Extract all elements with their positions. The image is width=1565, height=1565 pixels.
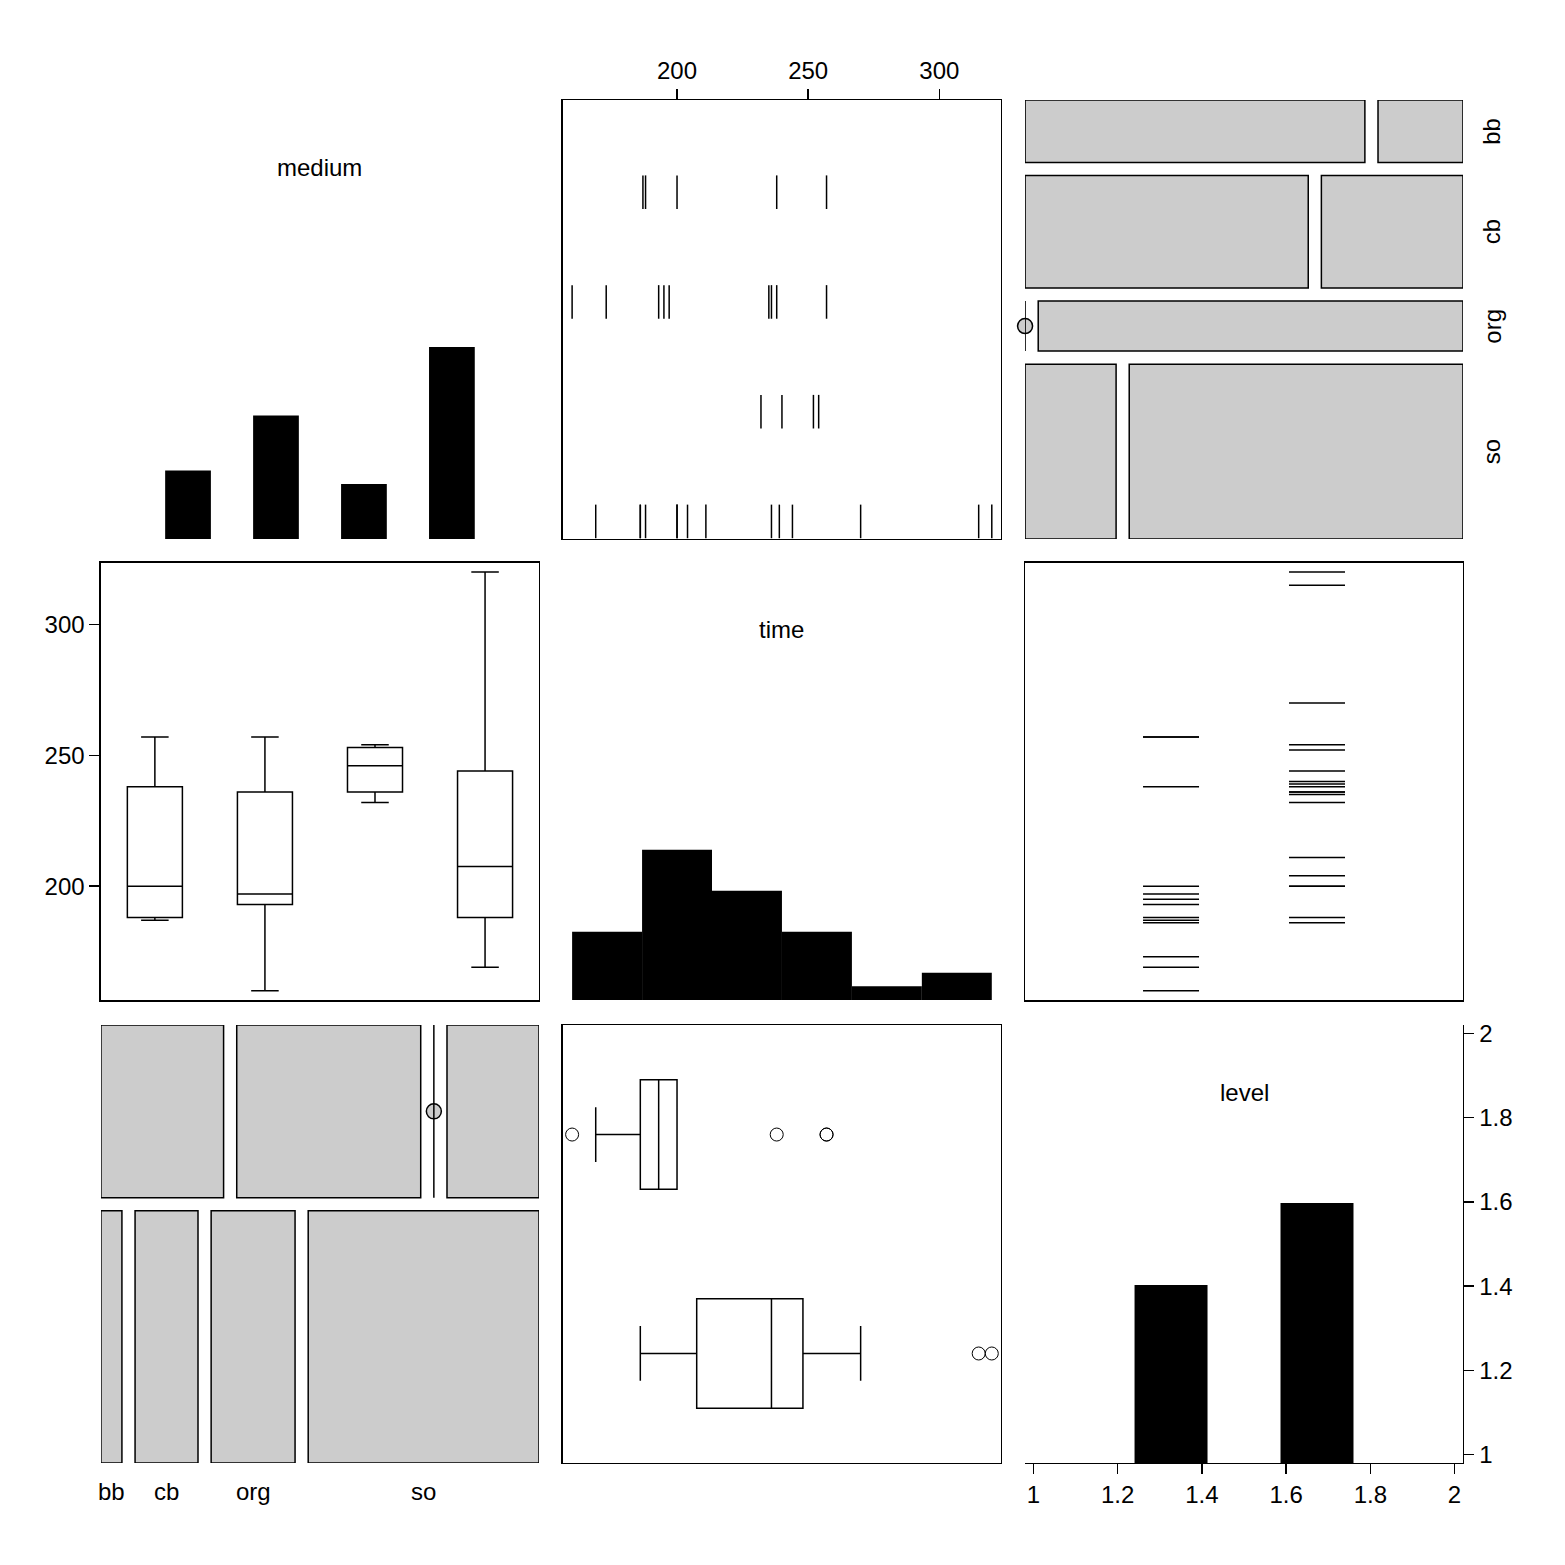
- svg-text:250: 250: [45, 742, 85, 769]
- svg-text:2: 2: [1479, 1020, 1492, 1047]
- svg-text:bb: bb: [98, 1478, 125, 1505]
- svg-text:medium: medium: [277, 154, 362, 181]
- svg-text:1.2: 1.2: [1101, 1481, 1134, 1508]
- svg-text:1: 1: [1479, 1441, 1492, 1468]
- svg-text:level: level: [1220, 1079, 1269, 1106]
- svg-text:1.4: 1.4: [1185, 1481, 1218, 1508]
- svg-text:200: 200: [657, 57, 697, 84]
- svg-text:2: 2: [1448, 1481, 1461, 1508]
- svg-text:so: so: [411, 1478, 436, 1505]
- svg-text:1.6: 1.6: [1479, 1188, 1512, 1215]
- svg-text:300: 300: [919, 57, 959, 84]
- svg-text:org: org: [236, 1478, 271, 1505]
- svg-text:cb: cb: [1478, 219, 1505, 244]
- svg-text:so: so: [1478, 439, 1505, 464]
- svg-text:bb: bb: [1478, 118, 1505, 145]
- svg-text:200: 200: [45, 873, 85, 900]
- svg-text:300: 300: [45, 611, 85, 638]
- svg-text:cb: cb: [154, 1478, 179, 1505]
- svg-text:1.8: 1.8: [1479, 1104, 1512, 1131]
- svg-text:1.2: 1.2: [1479, 1357, 1512, 1384]
- svg-text:time: time: [759, 616, 804, 643]
- svg-text:1.8: 1.8: [1354, 1481, 1387, 1508]
- svg-text:250: 250: [788, 57, 828, 84]
- svg-text:org: org: [1479, 309, 1506, 344]
- svg-text:1.4: 1.4: [1479, 1273, 1512, 1300]
- svg-text:1.6: 1.6: [1269, 1481, 1302, 1508]
- svg-text:1: 1: [1027, 1481, 1040, 1508]
